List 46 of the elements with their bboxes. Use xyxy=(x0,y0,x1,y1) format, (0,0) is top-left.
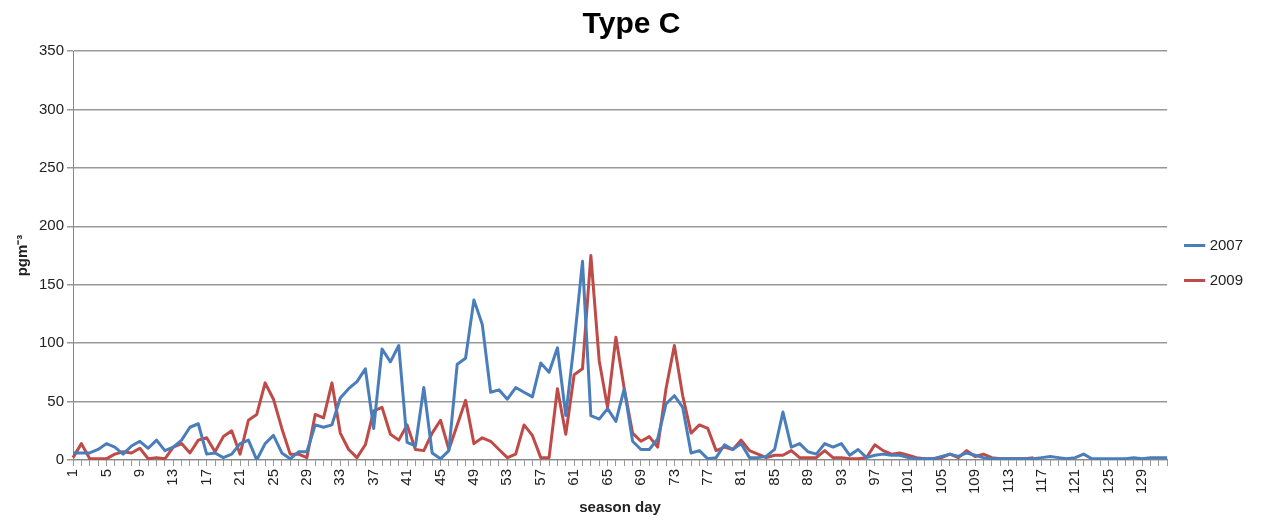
x-tick-label: 1 xyxy=(63,468,81,478)
y-axis-title: pgm⁻³ xyxy=(13,234,31,277)
legend-label: 2007 xyxy=(1209,235,1244,253)
x-tick-label: 13 xyxy=(163,468,181,486)
x-tick-label: 89 xyxy=(798,468,816,486)
x-tick-label: 113 xyxy=(998,468,1016,493)
x-tick-label: 105 xyxy=(931,468,949,494)
x-tick-label: 53 xyxy=(497,468,515,486)
x-tick-label: 17 xyxy=(196,468,214,486)
x-tick-label: 25 xyxy=(263,468,281,486)
x-tick-label: 117 xyxy=(1031,468,1049,493)
x-tick-label: 65 xyxy=(597,468,615,486)
y-tick-label: 300 xyxy=(39,99,65,117)
y-tick-label: 150 xyxy=(39,274,65,292)
x-tick-label: 29 xyxy=(297,468,315,486)
y-tick-label: 0 xyxy=(55,450,65,468)
y-tick-label: 250 xyxy=(39,157,65,175)
y-tick-label: 100 xyxy=(39,333,65,351)
legend-label: 2009 xyxy=(1209,270,1244,288)
x-tick-label: 93 xyxy=(831,468,849,486)
x-tick-label: 33 xyxy=(330,468,348,486)
x-tick-label: 21 xyxy=(230,468,248,486)
y-tick-label: 350 xyxy=(39,41,65,59)
x-tick-label: 77 xyxy=(697,468,715,486)
x-tick-label: 109 xyxy=(965,468,983,494)
x-axis-title: season day xyxy=(579,498,662,516)
x-tick-label: 81 xyxy=(731,468,749,486)
x-tick-label: 57 xyxy=(530,468,548,486)
y-tick-label: 200 xyxy=(39,216,65,234)
x-tick-label: 125 xyxy=(1098,468,1116,494)
x-tick-label: 49 xyxy=(464,468,482,486)
x-tick-label: 129 xyxy=(1132,468,1150,494)
x-tick-label: 97 xyxy=(864,468,882,486)
y-tick-label: 50 xyxy=(47,391,65,409)
x-tick-label: 5 xyxy=(96,468,114,478)
x-tick-label: 85 xyxy=(764,468,782,486)
x-tick-label: 101 xyxy=(898,468,916,494)
chart-title: Type C xyxy=(582,6,681,40)
x-tick-label: 73 xyxy=(664,468,682,486)
x-tick-label: 121 xyxy=(1065,468,1083,494)
x-tick-label: 45 xyxy=(430,468,448,486)
x-tick-label: 69 xyxy=(631,468,649,486)
x-tick-label: 37 xyxy=(363,468,381,486)
x-tick-label: 9 xyxy=(129,468,147,478)
x-tick-label: 41 xyxy=(397,468,415,486)
x-tick-label: 61 xyxy=(564,468,582,486)
